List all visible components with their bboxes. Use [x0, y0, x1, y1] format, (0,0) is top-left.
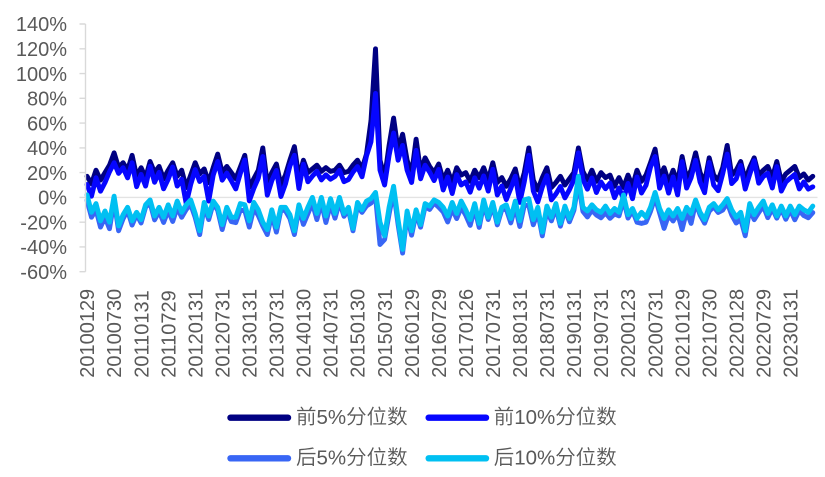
svg-text:-20%: -20%: [20, 212, 67, 234]
svg-text:20140130: 20140130: [294, 289, 316, 378]
svg-text:20220128: 20220128: [726, 289, 748, 378]
svg-text:-40%: -40%: [20, 237, 67, 259]
svg-text:20110729: 20110729: [158, 290, 180, 378]
svg-text:20200731: 20200731: [645, 289, 667, 378]
svg-text:20190131: 20190131: [564, 289, 586, 378]
svg-text:20190731: 20190731: [591, 289, 613, 378]
svg-text:20120731: 20120731: [212, 289, 234, 378]
svg-text:5%: 5%: [317, 446, 347, 469]
svg-text:20150731: 20150731: [375, 289, 397, 378]
svg-text:20180731: 20180731: [537, 289, 559, 378]
svg-text:20200123: 20200123: [618, 289, 640, 378]
svg-text:20140731: 20140731: [321, 289, 343, 378]
svg-text:20100129: 20100129: [77, 289, 99, 378]
svg-text:20160729: 20160729: [429, 289, 451, 378]
svg-text:0%: 0%: [38, 188, 67, 210]
svg-text:140%: 140%: [16, 14, 67, 36]
svg-text:40%: 40%: [27, 138, 67, 160]
svg-text:80%: 80%: [27, 89, 67, 111]
svg-text:20130131: 20130131: [240, 289, 262, 378]
svg-text:20180131: 20180131: [510, 289, 532, 378]
svg-text:20100730: 20100730: [104, 289, 126, 378]
svg-text:20210129: 20210129: [672, 289, 694, 378]
svg-text:20230131: 20230131: [781, 289, 803, 378]
svg-text:20210730: 20210730: [699, 289, 721, 378]
svg-text:5%: 5%: [317, 406, 347, 429]
svg-text:20%: 20%: [27, 163, 67, 185]
svg-text:20120131: 20120131: [185, 289, 207, 378]
svg-text:100%: 100%: [16, 64, 67, 86]
svg-text:10%: 10%: [514, 446, 555, 469]
svg-text:20110131: 20110131: [131, 290, 153, 378]
svg-text:120%: 120%: [16, 39, 67, 61]
svg-text:20150130: 20150130: [348, 289, 370, 378]
svg-text:20130731: 20130731: [267, 289, 289, 378]
svg-text:10%: 10%: [514, 406, 555, 429]
svg-text:20170731: 20170731: [483, 289, 505, 378]
svg-text:20160129: 20160129: [402, 289, 424, 378]
svg-text:-60%: -60%: [20, 262, 67, 284]
svg-text:20220729: 20220729: [754, 289, 776, 378]
svg-text:60%: 60%: [27, 113, 67, 135]
svg-text:20170126: 20170126: [456, 289, 478, 378]
